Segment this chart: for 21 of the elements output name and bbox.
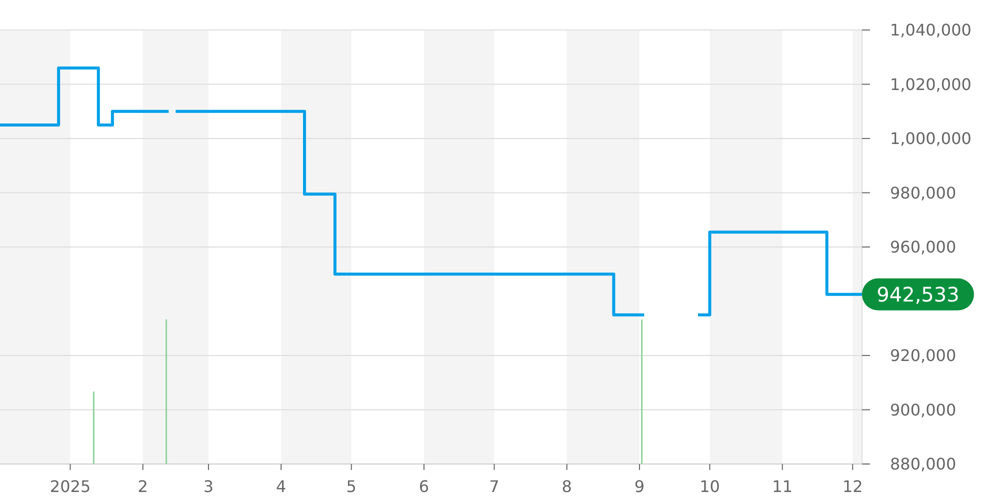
y-tick-label: 1,040,000 <box>890 20 972 40</box>
x-tick-label: 5 <box>346 477 356 496</box>
x-tick-label: 6 <box>418 477 430 496</box>
y-tick-label: 1,000,000 <box>890 129 972 148</box>
x-tick-label: 2025 <box>50 477 91 496</box>
x-tick-label: 2 <box>138 477 148 496</box>
x-tick-label: 9 <box>634 477 645 496</box>
x-tick-label: 8 <box>562 477 572 496</box>
x-tick-label: 11 <box>772 477 793 496</box>
x-tick-label: 4 <box>276 477 286 496</box>
x-tick-label: 7 <box>489 477 500 496</box>
x-tick-label: 3 <box>203 477 214 496</box>
x-tick-label: 10 <box>700 477 720 496</box>
y-tick-label: 960,000 <box>890 238 956 257</box>
x-tick-label: 12 <box>842 477 863 496</box>
y-tick-label: 980,000 <box>890 183 956 202</box>
y-tick-label: 1,020,000 <box>890 74 972 94</box>
y-tick-label: 880,000 <box>890 454 956 474</box>
y-tick-label: 900,000 <box>890 400 956 420</box>
y-tick-label: 920,000 <box>890 346 956 366</box>
annotation: 942,533 <box>876 282 960 306</box>
